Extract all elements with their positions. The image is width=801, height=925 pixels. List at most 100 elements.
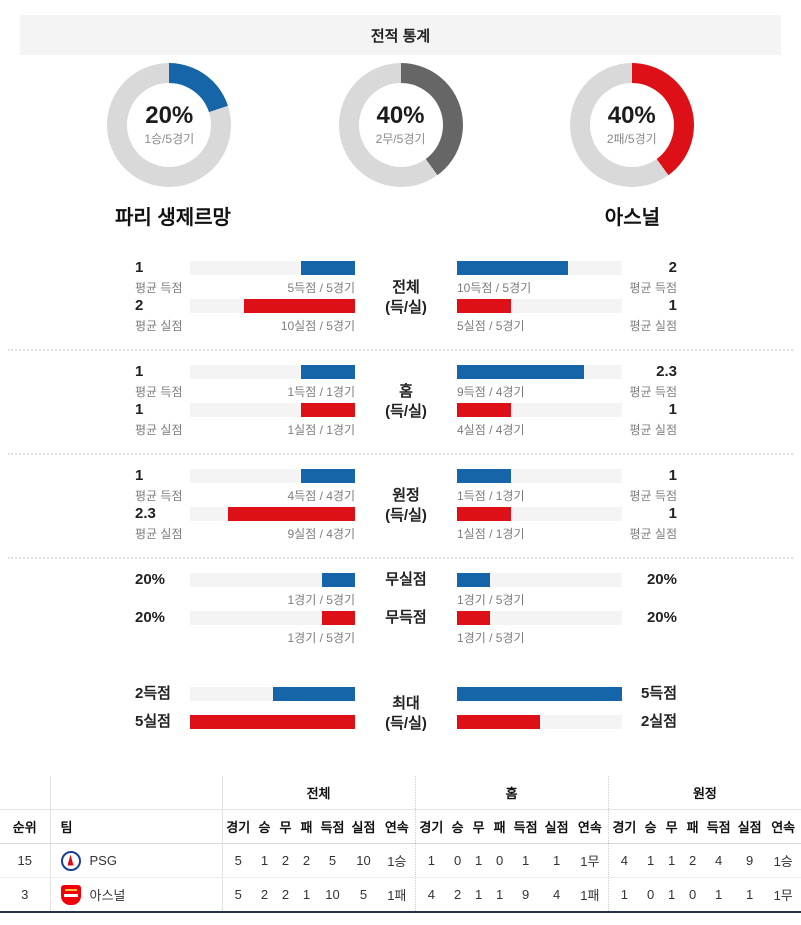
stat-value-label: 평균 실점 xyxy=(135,319,183,333)
stat-value: 1 xyxy=(668,467,677,484)
stat-cell: 1 xyxy=(734,877,766,913)
stat-bar-sublabel: 1경기 / 5경기 xyxy=(287,593,355,607)
stat-section-home: 1 평균 득점 1득점 / 1경기 1 평균 실점 1실점 / 1경기 홈 (득… xyxy=(0,364,801,440)
stat-bar-row: 1 1실점 / 1경기 평균 실점 xyxy=(457,506,677,544)
stat-cell: 2 xyxy=(275,843,296,878)
home-side: 1 평균 득점 4득점 / 4경기 2.3 평균 실점 9실점 / 4경기 xyxy=(135,468,355,544)
stat-bar-track xyxy=(190,507,355,521)
page-title-bar: 전적 통계 xyxy=(20,15,781,55)
stat-cell: 1 xyxy=(607,877,641,913)
stat-value: 1 xyxy=(135,401,144,418)
stat-cell: 4 xyxy=(607,843,641,878)
stat-bar-track xyxy=(457,365,622,379)
stat-value: 20% xyxy=(646,571,677,588)
stat-cell: 1 xyxy=(703,877,735,913)
stat-value-label: 평균 득점 xyxy=(135,281,183,295)
stat-bar-row: 5득점 xyxy=(457,686,677,714)
stat-section-label-line2: (득/실) xyxy=(385,403,427,420)
stat-cell: 1승 xyxy=(765,843,801,878)
section-divider xyxy=(8,557,793,559)
stat-value-label: 평균 실점 xyxy=(629,527,678,541)
stat-bar-sublabel: 1득점 / 1경기 xyxy=(457,489,525,503)
stat-section-label: 무실점 무득점 xyxy=(355,572,457,648)
stat-cell: 2 xyxy=(682,843,704,878)
stat-value-label: 평균 득점 xyxy=(629,385,678,399)
stat-cell: 1 xyxy=(414,843,448,878)
stat-bar-row: 2실점 xyxy=(457,714,677,742)
stat-value: 5실점 xyxy=(135,713,171,730)
col-header: 연속 xyxy=(765,809,801,844)
col-header: 승 xyxy=(447,809,469,844)
stat-cell: 1 xyxy=(489,877,511,913)
home-side: 2득점 5실점 xyxy=(135,686,355,742)
stat-bar-row: 1 평균 실점 1실점 / 1경기 xyxy=(135,402,355,440)
table-group-header-row: 전체 홈 원정 xyxy=(0,776,801,810)
stat-bar-fill xyxy=(322,611,355,625)
stat-bar-fill xyxy=(457,365,585,379)
stat-section-label-line1: 홈 xyxy=(399,383,413,400)
stat-cell: 0 xyxy=(682,877,704,913)
stat-bar-track xyxy=(190,715,355,729)
stat-bar-track xyxy=(190,403,355,417)
stat-bar-row: 1 4실점 / 4경기 평균 실점 xyxy=(457,402,677,440)
stat-value: 20% xyxy=(646,609,677,626)
stat-bar-sublabel: 4득점 / 4경기 xyxy=(287,489,355,503)
col-header: 경기 xyxy=(607,809,641,844)
donut-win-sublabel: 1승/5경기 xyxy=(144,132,195,146)
donut-charts: 20% 1승/5경기 40% 2무/5경기 40% 2패/5경기 xyxy=(0,63,801,187)
stat-bar-track xyxy=(190,299,355,313)
stat-bar-fill xyxy=(322,573,355,587)
col-header: 경기 xyxy=(222,809,254,844)
blank-cell xyxy=(0,776,51,810)
donut-win-ring: 20% 1승/5경기 xyxy=(107,63,232,187)
stat-section-label-line2: (득/실) xyxy=(385,715,427,732)
stat-section-cleansheet: 20% 1경기 / 5경기 20% 1경기 / 5경기 무실점 무득점 20% … xyxy=(0,572,801,648)
col-header: 실점 xyxy=(541,809,573,844)
stat-value-label xyxy=(622,588,677,610)
stat-value: 2 xyxy=(135,297,144,314)
away-side: 20% 1경기 / 5경기 20% 1경기 / 5경기 xyxy=(457,572,677,648)
col-header: 득점 xyxy=(703,809,735,844)
stat-bar-fill xyxy=(190,715,355,729)
stat-bar-fill xyxy=(300,469,355,483)
donut-draw-center: 40% 2무/5경기 xyxy=(358,83,443,167)
stat-bar-row: 1 평균 득점 5득점 / 5경기 xyxy=(135,260,355,298)
stat-bar-sublabel: 9득점 / 4경기 xyxy=(457,385,525,399)
stat-section-label-line2: (득/실) xyxy=(385,299,427,316)
stat-value-label: 평균 득점 xyxy=(135,489,183,503)
stat-bar-row: 1 5실점 / 5경기 평균 실점 xyxy=(457,298,677,336)
col-header: 경기 xyxy=(414,809,448,844)
stat-bar-fill xyxy=(457,299,512,313)
stat-row-label-noscore: 무득점 xyxy=(385,609,427,626)
stat-value: 2.3 xyxy=(135,505,156,522)
stat-cell: 1 xyxy=(510,843,542,878)
stat-bar-track xyxy=(457,715,622,729)
team-cell: 아스널 xyxy=(50,877,223,913)
col-header: 득점 xyxy=(317,809,348,844)
stat-cell: 1 xyxy=(296,877,317,913)
stat-cell: 4 xyxy=(703,843,735,878)
stat-bar-track xyxy=(190,687,355,701)
stat-bar-fill xyxy=(300,403,355,417)
stat-cell: 1무 xyxy=(572,843,609,878)
stat-bar-sublabel: 5득점 / 5경기 xyxy=(287,281,355,295)
stat-bar-sublabel: 1득점 / 1경기 xyxy=(287,385,355,399)
stat-cell: 1 xyxy=(541,843,573,878)
col-header-rank: 순위 xyxy=(0,809,51,844)
stat-bar-row: 2 10득점 / 5경기 평균 득점 xyxy=(457,260,677,298)
donut-loss-center: 40% 2패/5경기 xyxy=(589,83,674,167)
stat-value: 1 xyxy=(668,505,677,522)
stat-cell: 1패 xyxy=(572,877,609,913)
donut-win-center: 20% 1승/5경기 xyxy=(127,83,212,167)
stat-bar-track xyxy=(457,611,622,625)
stat-bar-fill xyxy=(457,611,490,625)
away-side: 1 1득점 / 1경기 평균 득점 1 1실점 / 1경기 평균 실점 xyxy=(457,468,677,544)
donut-loss-percent: 40% xyxy=(607,102,656,129)
stat-bar-fill xyxy=(457,687,622,701)
stat-value-label: 평균 실점 xyxy=(135,423,183,437)
col-header: 득점 xyxy=(510,809,542,844)
col-header: 실점 xyxy=(734,809,766,844)
stat-cell: 9 xyxy=(734,843,766,878)
stat-bar-sublabel: 5실점 / 5경기 xyxy=(457,319,525,333)
stat-bar-track xyxy=(190,469,355,483)
